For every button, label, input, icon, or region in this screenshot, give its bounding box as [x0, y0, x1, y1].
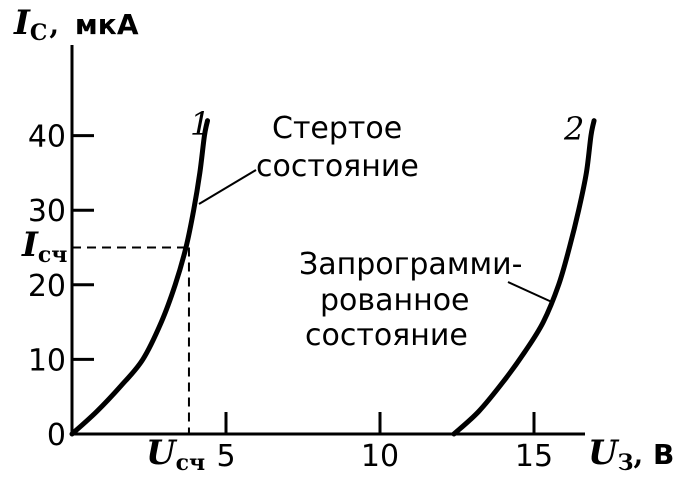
- series-2-marker: 2: [563, 110, 584, 148]
- read-lines: [72, 246, 190, 434]
- x-axis-title: UЗ, В: [588, 433, 674, 476]
- programmed-leader-line: [507, 281, 555, 304]
- erased-label-line2: состояние: [256, 149, 419, 184]
- programmed-label-line1: Запрограмми-: [299, 247, 522, 282]
- series-1-curve: [69, 118, 211, 437]
- series-2-curve: [451, 118, 597, 437]
- y-ticks: 0 10 20 30 40: [28, 120, 94, 453]
- erased-leader-line: [198, 169, 257, 205]
- x-tick-label: 15: [515, 439, 553, 474]
- y-tick-label: 40: [28, 120, 66, 155]
- curves: [69, 118, 597, 437]
- erased-label-line1: Стертое: [272, 111, 402, 146]
- programmed-label-line3: состояние: [305, 318, 468, 353]
- y-tick-label: 30: [28, 194, 66, 229]
- u-read-label: Uсч: [146, 433, 205, 476]
- x-ticks: 5 10 15: [216, 412, 553, 474]
- x-tick-label: 10: [361, 439, 399, 474]
- y-tick-label: 20: [28, 269, 66, 304]
- y-axis-title: IC, мкА: [13, 3, 139, 46]
- programmed-label-line2: рованное: [320, 283, 470, 318]
- x-tick-label: 5: [216, 439, 235, 474]
- series-1-marker: 1: [190, 105, 210, 143]
- y-tick-label: 10: [28, 343, 66, 378]
- y-tick-label: 0: [47, 418, 66, 453]
- i-read-label: Iсч: [21, 225, 67, 268]
